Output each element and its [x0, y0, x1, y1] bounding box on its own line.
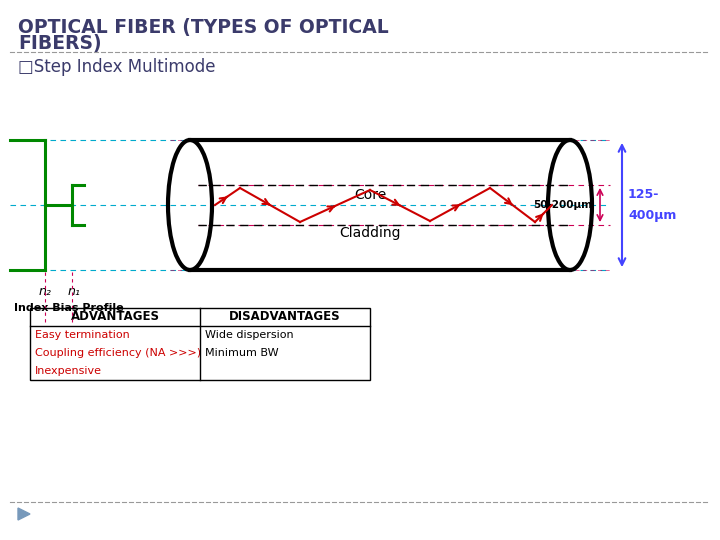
- Text: Coupling efficiency (NA >>>): Coupling efficiency (NA >>>): [35, 348, 201, 358]
- Polygon shape: [18, 508, 30, 520]
- Text: n₂: n₂: [39, 285, 51, 298]
- Text: Inexpensive: Inexpensive: [35, 366, 102, 376]
- Text: Minimum BW: Minimum BW: [205, 348, 279, 358]
- Text: n₁: n₁: [68, 285, 81, 298]
- Text: 125-: 125-: [628, 188, 660, 201]
- Text: Core: Core: [354, 188, 386, 202]
- Text: Easy termination: Easy termination: [35, 330, 130, 340]
- Text: □Step Index Multimode: □Step Index Multimode: [18, 58, 215, 76]
- Text: 50-200μm: 50-200μm: [533, 200, 592, 210]
- Text: 400μm: 400μm: [628, 208, 676, 221]
- Text: Wide dispersion: Wide dispersion: [205, 330, 294, 340]
- Text: OPTICAL FIBER (TYPES OF OPTICAL: OPTICAL FIBER (TYPES OF OPTICAL: [18, 18, 389, 37]
- Text: DISADVANTAGES: DISADVANTAGES: [229, 310, 341, 323]
- Text: FIBERS): FIBERS): [18, 34, 102, 53]
- Text: Cladding: Cladding: [339, 226, 401, 240]
- Text: ADVANTAGES: ADVANTAGES: [71, 310, 160, 323]
- Bar: [30, 308, 370, 380]
- Text: Index Bias Profile: Index Bias Profile: [14, 303, 124, 313]
